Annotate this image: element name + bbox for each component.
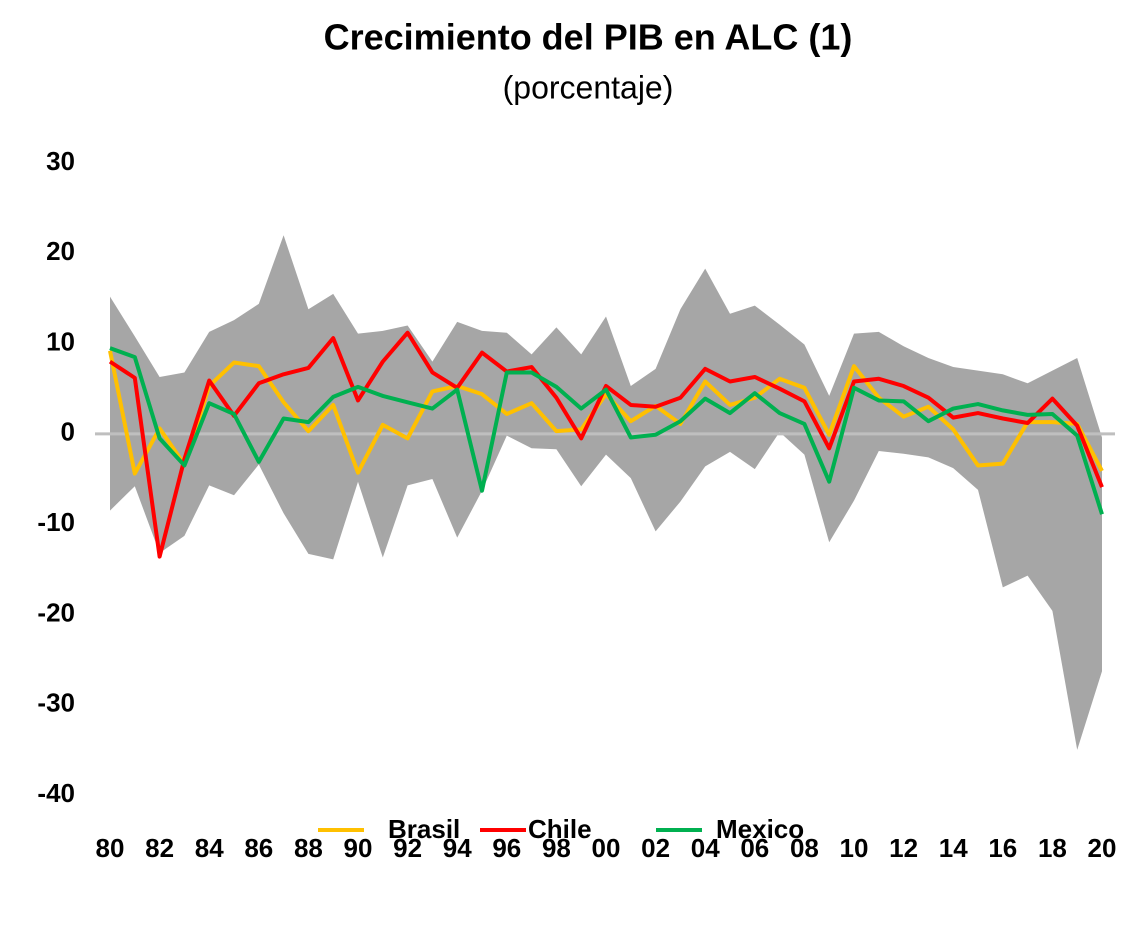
x-tick-label: 84 [195, 833, 224, 863]
x-tick-label: 08 [790, 833, 819, 863]
y-tick-label: -30 [37, 688, 75, 718]
x-tick-label: 98 [542, 833, 571, 863]
y-tick-label: -20 [37, 597, 75, 627]
series-line [109, 346, 1104, 515]
y-tick-label: 10 [46, 326, 75, 356]
y-tick-label: 20 [46, 236, 75, 266]
x-tick-label: 02 [641, 833, 670, 863]
x-tick-label: 04 [691, 833, 720, 863]
x-tick-label: 94 [443, 833, 472, 863]
x-tick-label: 86 [244, 833, 273, 863]
x-tick-label: 00 [592, 833, 621, 863]
x-tick-label: 14 [939, 833, 968, 863]
y-tick-label: 0 [61, 417, 75, 447]
series-line [108, 330, 1104, 559]
chart-subtitle: (porcentaje) [503, 69, 674, 105]
legend-label: Chile [528, 814, 592, 844]
legend-label: Brasil [388, 814, 460, 844]
y-tick-label: 30 [46, 146, 75, 176]
y-tick-label: -10 [37, 507, 75, 537]
x-tick-label: 96 [492, 833, 521, 863]
x-tick-label: 80 [96, 833, 125, 863]
x-tick-label: 82 [145, 833, 174, 863]
x-tick-label: 92 [393, 833, 422, 863]
x-tick-label: 20 [1088, 833, 1117, 863]
x-tick-label: 88 [294, 833, 323, 863]
x-tick-label: 12 [889, 833, 918, 863]
chart-title: Crecimiento del PIB en ALC (1) [324, 17, 853, 58]
y-tick-label: -40 [37, 778, 75, 808]
series-line [108, 350, 1104, 476]
legend-label: Mexico [716, 814, 804, 844]
x-tick-label: 16 [988, 833, 1017, 863]
x-tick-label: 10 [840, 833, 869, 863]
range-band [110, 235, 1102, 750]
x-tick-label: 18 [1038, 833, 1067, 863]
x-tick-label: 90 [344, 833, 373, 863]
x-tick-label: 06 [740, 833, 769, 863]
